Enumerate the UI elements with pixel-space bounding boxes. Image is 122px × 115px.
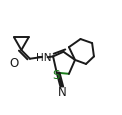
Text: O: O (9, 56, 19, 69)
Text: N: N (58, 85, 67, 98)
Text: S: S (52, 69, 59, 82)
Text: HN: HN (36, 53, 51, 63)
